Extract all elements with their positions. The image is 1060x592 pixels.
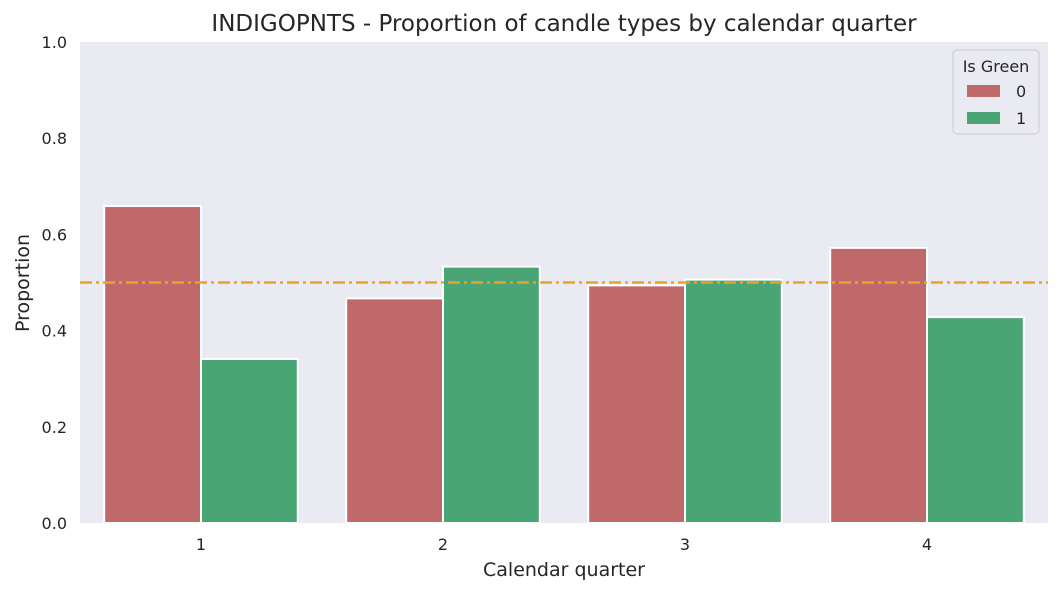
chart-title: INDIGOPNTS - Proportion of candle types … bbox=[211, 11, 917, 37]
bar-q1-series-0 bbox=[103, 205, 202, 524]
bar-q3-series-0 bbox=[587, 284, 687, 524]
bar-q2-series-0 bbox=[345, 297, 445, 524]
x-tick-label: 2 bbox=[438, 535, 448, 554]
x-axis-ticks: 1 2 3 4 bbox=[196, 535, 932, 554]
y-axis-ticks: 0.0 0.2 0.4 0.6 0.8 1.0 bbox=[42, 33, 67, 533]
legend-label-1: 1 bbox=[1016, 109, 1026, 128]
bars-group bbox=[103, 205, 1025, 525]
y-tick-label: 1.0 bbox=[42, 33, 67, 52]
y-tick-label: 0.6 bbox=[42, 225, 67, 244]
x-tick-label: 1 bbox=[196, 535, 206, 554]
legend: Is Green 0 1 bbox=[952, 49, 1040, 135]
bar-q1-series-1 bbox=[200, 357, 299, 524]
y-tick-label: 0.4 bbox=[42, 322, 67, 341]
x-axis-label: Calendar quarter bbox=[483, 559, 645, 581]
legend-swatch-0 bbox=[967, 85, 1000, 97]
legend-swatch-1 bbox=[967, 112, 1000, 124]
x-tick-label: 3 bbox=[680, 535, 690, 554]
bar-q3-series-1 bbox=[684, 278, 783, 525]
x-tick-label: 4 bbox=[922, 535, 932, 554]
y-tick-label: 0.8 bbox=[42, 129, 67, 148]
y-tick-label: 0.0 bbox=[42, 514, 67, 533]
bar-q4-series-0 bbox=[829, 246, 929, 524]
legend-label-0: 0 bbox=[1016, 82, 1026, 101]
y-axis-label: Proportion bbox=[12, 234, 34, 332]
bar-q4-series-1 bbox=[926, 316, 1025, 524]
bar-q2-series-1 bbox=[442, 265, 541, 524]
y-tick-label: 0.2 bbox=[42, 418, 67, 437]
legend-title: Is Green bbox=[963, 57, 1030, 76]
